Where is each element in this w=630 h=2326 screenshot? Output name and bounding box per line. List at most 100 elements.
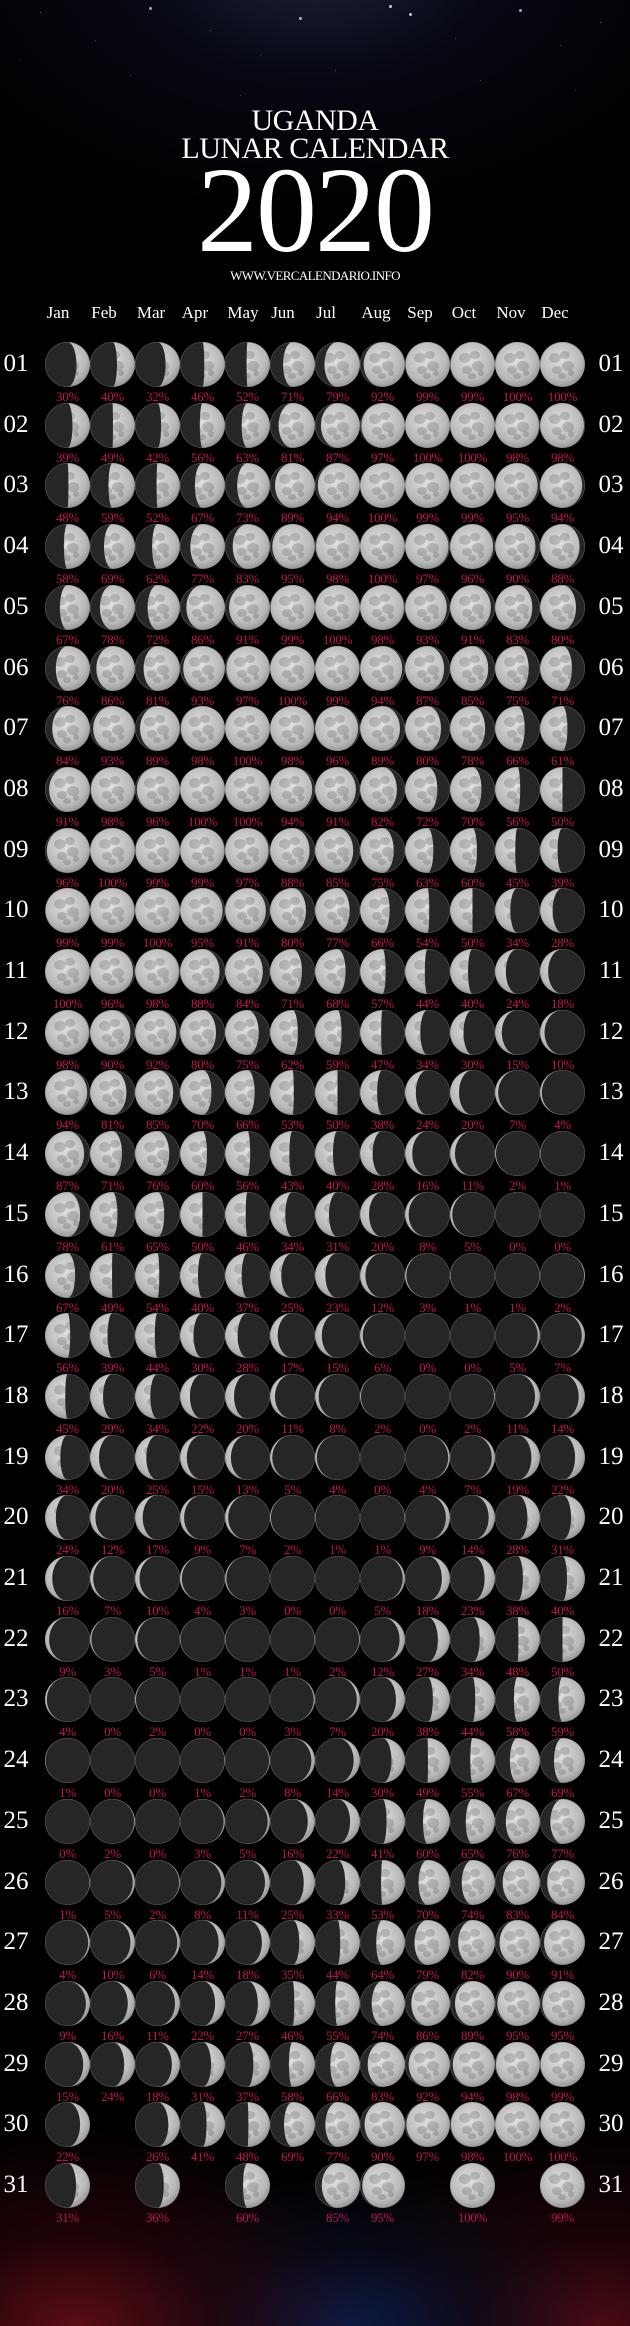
moon-crater bbox=[144, 656, 156, 667]
moon-crater bbox=[333, 2194, 341, 2200]
moon-crater bbox=[163, 977, 169, 983]
illumination-percent: 0% bbox=[284, 1603, 301, 1618]
illumination-percent: 98% bbox=[146, 996, 169, 1011]
moon-crater bbox=[298, 2008, 304, 2015]
moon-phase-icon bbox=[540, 1009, 585, 1055]
moon-crater bbox=[462, 1944, 472, 1953]
month-header-nov: Nov bbox=[496, 303, 526, 322]
moon-shadow bbox=[180, 1980, 216, 2026]
moon-phase-icon bbox=[45, 1980, 90, 2026]
moon-crater bbox=[335, 654, 345, 663]
moon-shadow bbox=[135, 463, 158, 509]
moon-crater bbox=[560, 533, 570, 542]
moon-crater bbox=[200, 411, 210, 420]
moon-crater bbox=[279, 474, 291, 485]
moon-shadow bbox=[557, 827, 585, 873]
moon-crater bbox=[163, 2191, 169, 2197]
moon-crater bbox=[282, 973, 292, 981]
moon-phase-icon bbox=[315, 463, 360, 509]
moon-rim bbox=[225, 2163, 270, 2208]
day-label-right: 15 bbox=[598, 1199, 624, 1227]
moon-crater bbox=[198, 858, 206, 865]
moon-phase-icon bbox=[540, 1070, 585, 1116]
moon-phase-icon bbox=[90, 1131, 135, 1177]
moon-shadow bbox=[270, 1677, 314, 1723]
moon-rim bbox=[45, 584, 90, 630]
moon-shadow bbox=[274, 1373, 315, 1419]
moon-crater bbox=[513, 2133, 521, 2140]
moon-crater bbox=[102, 790, 112, 799]
moon-phase-icon bbox=[90, 524, 135, 570]
moon-shadow bbox=[412, 1131, 450, 1177]
moon-shadow bbox=[292, 888, 315, 934]
moon-crater bbox=[517, 603, 529, 614]
moon-crater bbox=[153, 980, 161, 986]
illumination-percent: 15% bbox=[56, 2088, 79, 2104]
moon-phase-icon bbox=[45, 2041, 90, 2087]
moon-crater bbox=[54, 1202, 66, 1213]
website-link[interactable]: WWW.VERCALENDARIO.INFO bbox=[230, 268, 400, 283]
moon-crater bbox=[253, 734, 259, 741]
moon-phase-icon bbox=[225, 1009, 270, 1055]
moon-phase-icon bbox=[540, 1859, 585, 1905]
moon-phase-icon bbox=[45, 1131, 90, 1177]
moon-crater bbox=[380, 2050, 390, 2059]
moon-crater bbox=[372, 2065, 382, 2074]
moon-phase-icon bbox=[90, 1738, 135, 1784]
moon-crater bbox=[108, 1101, 116, 1108]
moon-shadow bbox=[337, 1009, 360, 1055]
moon-crater bbox=[237, 1033, 247, 1042]
moon-crater bbox=[382, 543, 394, 554]
moon-crater bbox=[382, 361, 394, 371]
moon-phase-icon bbox=[225, 463, 270, 509]
moon-phase-icon bbox=[180, 1191, 225, 1237]
moon-phase-icon bbox=[45, 1616, 90, 1662]
day-label-right: 23 bbox=[598, 1685, 624, 1713]
moon-crater bbox=[153, 737, 161, 744]
moon-disk bbox=[180, 584, 225, 630]
moon-shadow bbox=[337, 766, 360, 812]
moon-phase-icon bbox=[450, 1616, 495, 1662]
moon-crater bbox=[57, 973, 67, 981]
illumination-percent: 4% bbox=[59, 1724, 76, 1740]
day-label-right: 22 bbox=[598, 1624, 624, 1652]
moon-shadow bbox=[67, 1252, 90, 1298]
moon-crater bbox=[65, 897, 75, 906]
moon-shadow bbox=[193, 1313, 225, 1359]
moon-phase-icon bbox=[135, 1980, 180, 2026]
day-label-right: 19 bbox=[598, 1442, 624, 1470]
moon-crater bbox=[462, 426, 472, 435]
moon-crater bbox=[54, 1142, 66, 1153]
moon-rim bbox=[90, 2041, 135, 2087]
day-label-right: 07 bbox=[598, 714, 624, 742]
moon-crater bbox=[247, 1028, 259, 1039]
moon-phase-icon bbox=[360, 1495, 405, 1541]
moon-rim bbox=[270, 1070, 315, 1116]
moon-crater bbox=[425, 593, 435, 602]
moon-rim bbox=[315, 342, 360, 387]
moon-crater bbox=[568, 2008, 574, 2015]
illumination-percent: 7% bbox=[104, 1603, 121, 1618]
illumination-percent: 94% bbox=[281, 813, 304, 829]
moon-phase-icon bbox=[270, 1252, 315, 1298]
moon-rim bbox=[180, 463, 225, 509]
moon-rim bbox=[270, 766, 315, 812]
moon-phase-icon bbox=[540, 524, 585, 570]
moon-crater bbox=[343, 370, 349, 376]
day-label-left: 29 bbox=[3, 2049, 29, 2077]
moon-crater bbox=[208, 1037, 214, 1044]
moon-shadow bbox=[272, 1434, 315, 1480]
moon-crater bbox=[558, 1769, 566, 1776]
moon-crater bbox=[112, 1028, 124, 1039]
illumination-percent: 11% bbox=[236, 1906, 259, 1922]
moon-crater bbox=[380, 2172, 390, 2180]
moon-crater bbox=[57, 1033, 67, 1042]
moon-crater bbox=[327, 790, 337, 799]
moon-phase-icon bbox=[405, 1191, 450, 1237]
moon-crater bbox=[253, 430, 259, 437]
moon-crater bbox=[234, 838, 246, 849]
moon-disk bbox=[180, 827, 225, 873]
moon-phase-icon bbox=[180, 1920, 225, 1966]
illumination-percent: 1% bbox=[59, 1785, 76, 1801]
day-label-left: 09 bbox=[3, 835, 29, 863]
